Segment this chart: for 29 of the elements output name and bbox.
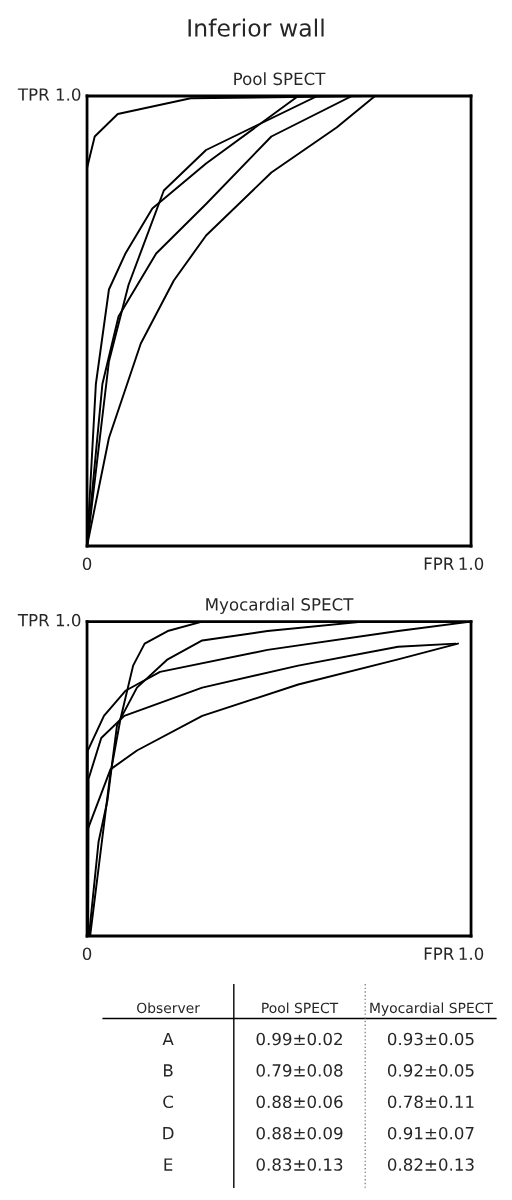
text: 0.88±0.06 xyxy=(256,1095,343,1109)
text: 0.99±0.02 xyxy=(256,1032,342,1046)
text: Pool SPECT xyxy=(262,1002,339,1014)
chart-subtitle: Pool SPECT xyxy=(234,72,326,86)
x-tick-label: 0 xyxy=(82,947,92,961)
x-tick-label: 1.0 xyxy=(459,947,484,961)
text: E xyxy=(164,1158,173,1171)
text: TPR 1.0 xyxy=(17,88,81,101)
text: 0.82±0.13 xyxy=(387,1158,474,1171)
text: TPR 1.0 xyxy=(17,613,81,627)
text: 0.83±0.13 xyxy=(256,1158,343,1171)
text: 0.88±0.09 xyxy=(256,1126,343,1140)
x-axis-title: FPR xyxy=(424,557,454,570)
text: 0.79±0.08 xyxy=(256,1064,343,1077)
text: 0.93±0.05 xyxy=(387,1032,474,1046)
x-tick-label: 0 xyxy=(82,557,92,571)
text: 0.91±0.07 xyxy=(387,1126,474,1140)
text: Myocardial SPECT xyxy=(370,1002,493,1016)
text: C xyxy=(163,1095,174,1109)
text: Observer xyxy=(137,1002,200,1014)
x-tick-label: 1.0 xyxy=(459,557,484,571)
text: 0.92±0.05 xyxy=(387,1064,474,1077)
text: A xyxy=(162,1032,174,1046)
text: D xyxy=(163,1127,174,1140)
x-axis-title: FPR xyxy=(424,947,454,960)
text: 0.78±0.11 xyxy=(387,1095,474,1109)
chart-title: Inferior wall xyxy=(188,18,324,37)
chart-title: Myocardial SPECT xyxy=(206,597,354,614)
text: B xyxy=(164,1064,173,1077)
